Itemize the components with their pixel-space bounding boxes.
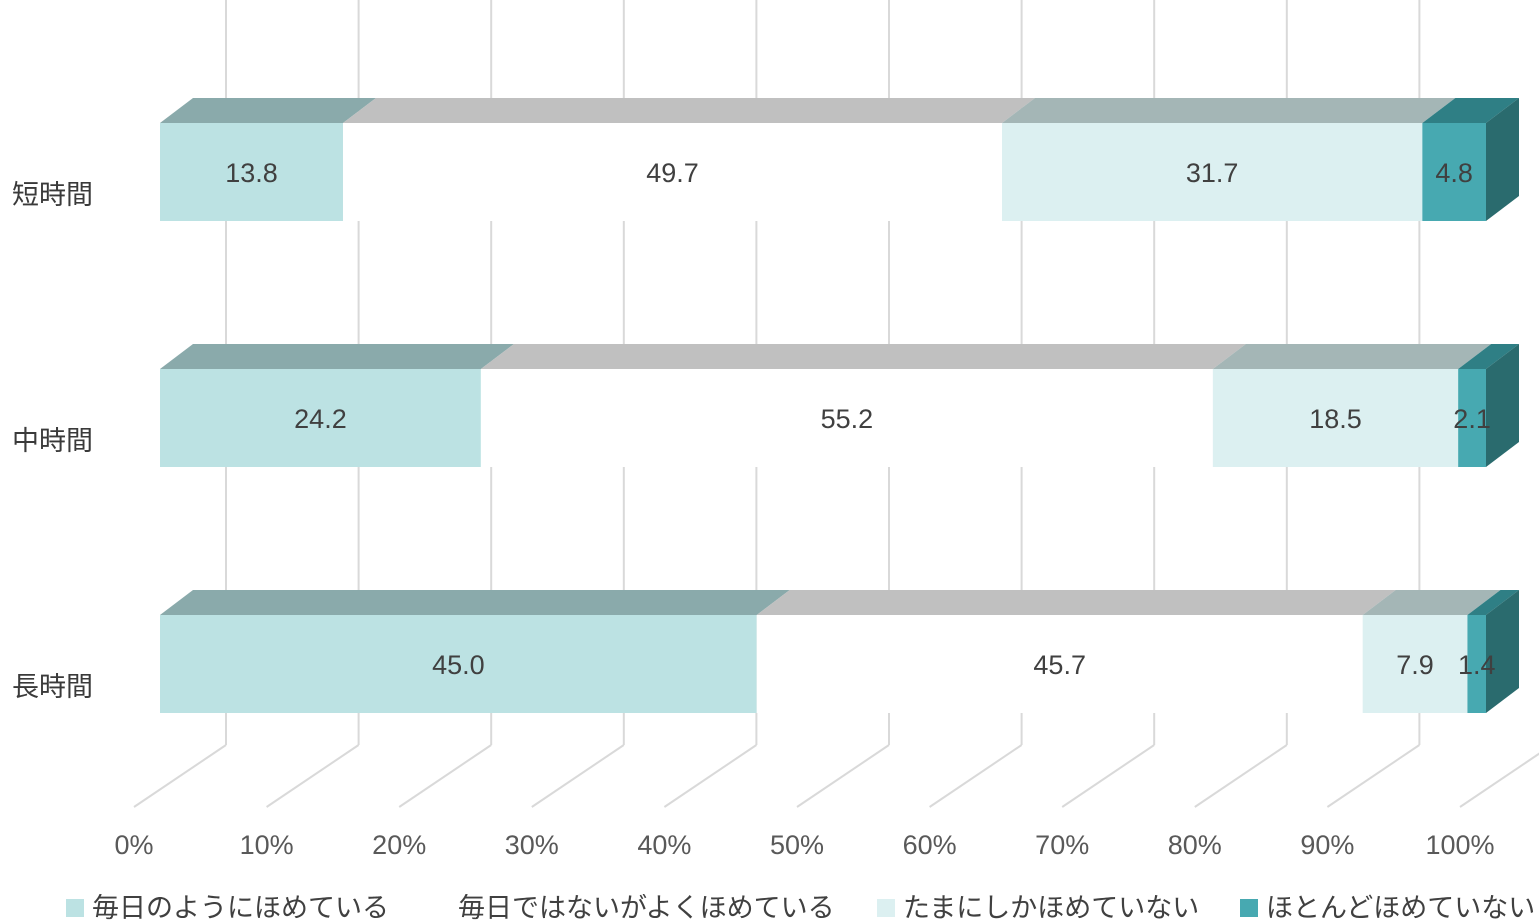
legend-item: 毎日のようにほめている	[66, 894, 389, 924]
data-label: 4.8	[1435, 158, 1473, 188]
x-tick-label: 60%	[903, 830, 957, 860]
bar-side-face	[1486, 98, 1519, 221]
data-label: 45.7	[1033, 650, 1086, 680]
bar-top-face	[1212, 344, 1492, 369]
legend-swatch	[66, 898, 84, 917]
legend: 毎日のようにほめている 毎日ではないがよくほめている たまにしかほめていない ほとんど…	[0, 894, 1539, 924]
bar-segment	[1458, 369, 1486, 467]
bar-top-face	[756, 590, 1396, 615]
data-label: 55.2	[821, 404, 874, 434]
bar-top-face	[1362, 590, 1501, 615]
legend-item: たまにしかほめていない	[877, 894, 1199, 924]
bar-top-face	[1002, 98, 1456, 123]
legend-label: 毎日ではないがよくほめている	[458, 894, 835, 924]
x-axis-tick-labels: 0% 10% 20% 30% 40% 50% 60% 70% 80% 90% 100%	[114, 830, 1494, 860]
x-tick-label: 100%	[1425, 830, 1494, 860]
bar-segment	[1467, 615, 1486, 713]
bar-top-face	[160, 98, 376, 123]
bar-top-face	[480, 344, 1246, 369]
data-label: 24.2	[294, 404, 347, 434]
legend-label: 毎日のようにほめている	[92, 894, 389, 924]
data-label: 18.5	[1309, 404, 1362, 434]
bar-segment	[160, 123, 343, 221]
bar-top-face	[342, 98, 1036, 123]
bar-segment	[1422, 123, 1486, 221]
bar-top-face	[1458, 344, 1519, 369]
legend-label: ほとんどほめていない	[1266, 894, 1536, 924]
legend-swatch	[1240, 898, 1258, 917]
category-label: 短時間	[12, 180, 93, 211]
bar-segment	[1002, 123, 1423, 221]
x-tick-label: 50%	[770, 830, 824, 860]
bar-segment	[756, 615, 1363, 713]
data-labels: 13.8 49.7 31.7 4.8 24.2 55.2 18.5 2.1 45.0 45.7 7.…	[225, 158, 1495, 680]
bar-side-face	[1486, 590, 1519, 713]
data-label: 45.0	[432, 650, 485, 680]
x-tick-label: 10%	[240, 830, 294, 860]
bar-top-face	[1422, 98, 1519, 123]
bar-segment	[160, 615, 757, 713]
legend-label: たまにしかほめていない	[903, 894, 1200, 924]
bar-top-face	[160, 590, 790, 615]
data-label: 2.1	[1453, 404, 1491, 434]
category-label: 中時間	[12, 426, 93, 457]
legend-item: ほとんどほめていない	[1240, 894, 1535, 924]
data-label: 31.7	[1186, 158, 1239, 188]
bar-segment	[342, 123, 1003, 221]
data-label: 13.8	[225, 158, 278, 188]
data-label: 49.7	[646, 158, 699, 188]
bars	[160, 98, 1519, 713]
bar-segment	[1212, 369, 1459, 467]
bar-segment	[160, 369, 481, 467]
bar-group	[160, 590, 1519, 713]
data-label: 1.4	[1458, 650, 1496, 680]
bar-top-face	[160, 344, 514, 369]
x-tick-label: 20%	[372, 830, 426, 860]
bar-group	[160, 98, 1519, 221]
bar-segment	[1362, 615, 1468, 713]
legend-swatch	[877, 898, 895, 917]
bar-segment	[480, 369, 1213, 467]
x-tick-label: 70%	[1035, 830, 1089, 860]
x-tick-label: 90%	[1300, 830, 1354, 860]
gridline	[1459, 752, 1539, 808]
data-label: 7.9	[1396, 650, 1434, 680]
bar-group	[160, 344, 1519, 467]
stacked-bar-chart: 13.8 49.7 31.7 4.8 24.2 55.2 18.5 2.1 45.0 45.7 7.…	[12, 0, 1539, 860]
legend-swatch	[432, 898, 450, 917]
category-label: 長時間	[12, 672, 93, 703]
x-tick-label: 0%	[114, 830, 153, 860]
bar-top-face	[1467, 590, 1519, 615]
legend-item: 毎日ではないがよくほめている	[432, 894, 835, 924]
bar-side-face	[1486, 344, 1519, 467]
x-tick-label: 30%	[505, 830, 559, 860]
x-tick-label: 80%	[1168, 830, 1222, 860]
x-tick-label: 40%	[637, 830, 691, 860]
